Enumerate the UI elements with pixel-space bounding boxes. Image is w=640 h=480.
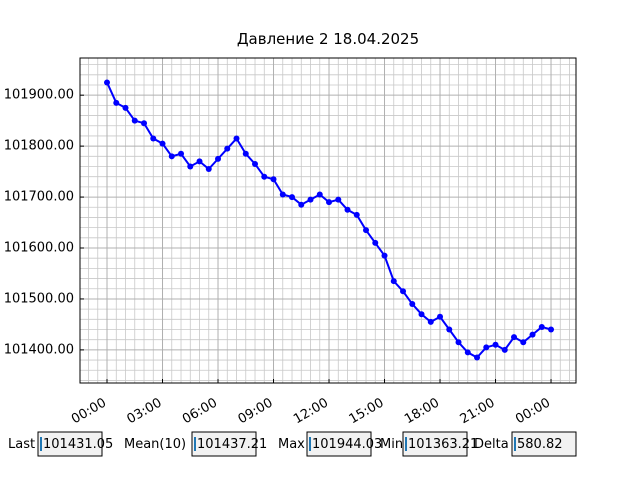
x-tick-label: 18:00 <box>402 395 442 427</box>
y-tick-label: 101900.00 <box>4 88 74 103</box>
widget-label: Last <box>8 437 35 452</box>
x-tick-label: 03:00 <box>125 395 165 427</box>
x-tick-label: 12:00 <box>291 395 331 427</box>
data-point <box>372 239 379 246</box>
widget-label: Min <box>380 437 403 452</box>
y-tick-label: 101400.00 <box>4 342 74 357</box>
data-point <box>104 79 111 86</box>
data-point <box>113 99 120 106</box>
widget-label: Max <box>278 437 305 452</box>
data-point <box>511 334 518 341</box>
x-tick-label: 21:00 <box>458 395 498 427</box>
data-point <box>233 135 240 142</box>
data-point <box>529 331 536 338</box>
text-box-value[interactable]: 580.82 <box>517 437 563 452</box>
data-point <box>474 354 481 361</box>
x-tick-label: 09:00 <box>236 395 276 427</box>
data-point <box>427 318 434 325</box>
data-point <box>187 163 194 170</box>
data-point <box>141 120 148 127</box>
text-box-value[interactable]: 101431.05 <box>43 437 113 452</box>
plot-frame <box>79 57 577 384</box>
data-point <box>196 158 203 165</box>
data-point <box>242 150 249 157</box>
data-point <box>437 313 444 320</box>
data-point <box>418 311 425 318</box>
data-point <box>224 145 231 152</box>
data-point <box>252 160 259 167</box>
x-tick-label: 00:00 <box>513 395 553 427</box>
data-point <box>455 339 462 346</box>
text-box[interactable] <box>191 431 257 457</box>
data-point <box>390 278 397 285</box>
data-point <box>400 288 407 295</box>
data-point <box>446 326 453 333</box>
data-point <box>215 155 222 162</box>
widget-label: Delta <box>474 437 509 452</box>
data-point <box>492 341 499 348</box>
x-tick-label: 15:00 <box>347 395 387 427</box>
data-point <box>335 196 342 203</box>
y-tick-label: 101500.00 <box>4 291 74 306</box>
data-point <box>178 150 185 157</box>
data-point <box>298 201 305 208</box>
data-point <box>270 176 277 183</box>
y-tick-label: 101700.00 <box>4 190 74 205</box>
text-box[interactable] <box>306 431 372 457</box>
data-point <box>501 346 508 353</box>
data-point <box>363 227 370 234</box>
data-point <box>159 140 166 147</box>
data-point <box>150 135 157 142</box>
text-box[interactable] <box>511 431 577 457</box>
text-box-value[interactable]: 101944.03 <box>312 437 382 452</box>
data-point <box>307 196 314 203</box>
x-tick-label: 06:00 <box>180 395 220 427</box>
data-point <box>168 153 175 160</box>
data-point <box>353 211 360 218</box>
text-box[interactable] <box>37 431 103 457</box>
data-point <box>520 339 527 346</box>
x-tick-label: 00:00 <box>69 395 109 427</box>
text-box[interactable] <box>402 431 468 457</box>
data-point <box>344 206 351 213</box>
data-point <box>409 301 416 308</box>
widget-label: Mean(10) <box>124 437 186 452</box>
data-point <box>464 349 471 356</box>
data-point <box>131 117 138 124</box>
y-tick-label: 101800.00 <box>4 139 74 154</box>
data-point <box>326 199 333 206</box>
data-point <box>483 344 490 351</box>
text-box-value[interactable]: 101363.21 <box>408 437 478 452</box>
data-point <box>261 173 268 180</box>
chart-title: Давление 2 18.04.2025 <box>237 30 419 48</box>
y-tick-label: 101600.00 <box>4 241 74 256</box>
data-point <box>381 252 388 259</box>
data-point <box>538 323 545 330</box>
data-point <box>279 191 286 198</box>
data-point <box>548 326 555 333</box>
data-point <box>205 166 212 173</box>
data-point <box>289 194 296 201</box>
text-box-value[interactable]: 101437.21 <box>197 437 267 452</box>
data-point <box>122 104 129 111</box>
data-point <box>316 191 323 198</box>
